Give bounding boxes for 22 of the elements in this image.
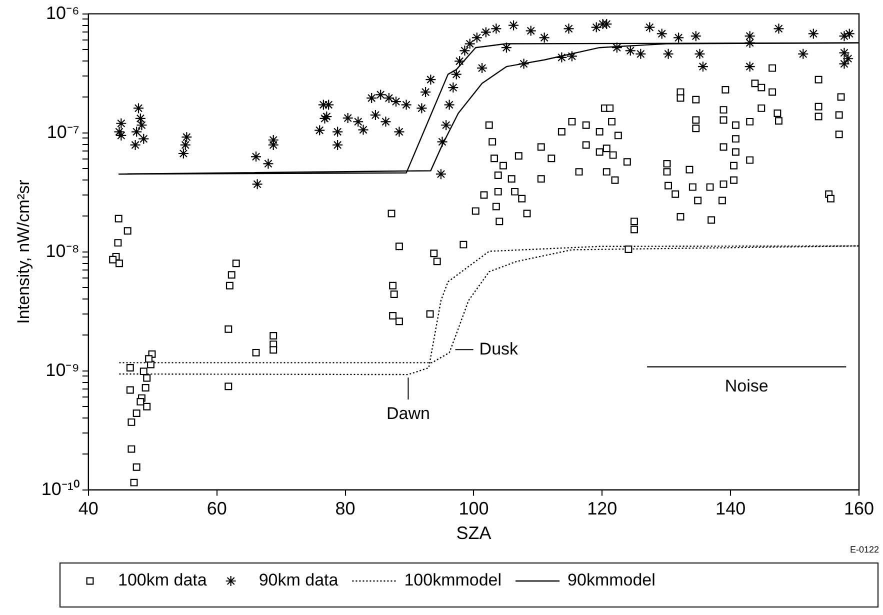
annotation: Noise [724,376,768,396]
text: E-0122 [850,544,879,554]
x-tick-label: 160 [844,498,874,519]
y-tick-label: 10⁻¹⁰ [41,478,80,499]
legend-label: 90km data [258,570,339,590]
x-tick-label: 100 [458,498,489,519]
annotation: Dawn [386,404,430,424]
x-tick-label: 40 [78,498,98,519]
y-tick-label: 10⁻⁸ [46,240,80,261]
y-tick-label: 10⁻⁹ [46,360,80,380]
x-tick-label: 60 [206,498,227,519]
annotation: Dusk [479,339,519,358]
legend-label: 100km data [118,570,208,590]
y-tick-label: 10⁻⁶ [46,2,80,23]
x-tick-label: 120 [587,498,618,519]
legend-label: 90kmmodel [568,570,656,590]
x-tick-label: 80 [335,498,356,519]
x-tick-label: 140 [716,498,746,519]
legend-label: 100kmmodel [404,570,502,590]
y-tick-label: 10⁻⁷ [46,122,80,142]
y-axis-title: Intensity, nW/cm²sr [14,179,33,324]
x-axis-title: SZA [456,523,492,544]
